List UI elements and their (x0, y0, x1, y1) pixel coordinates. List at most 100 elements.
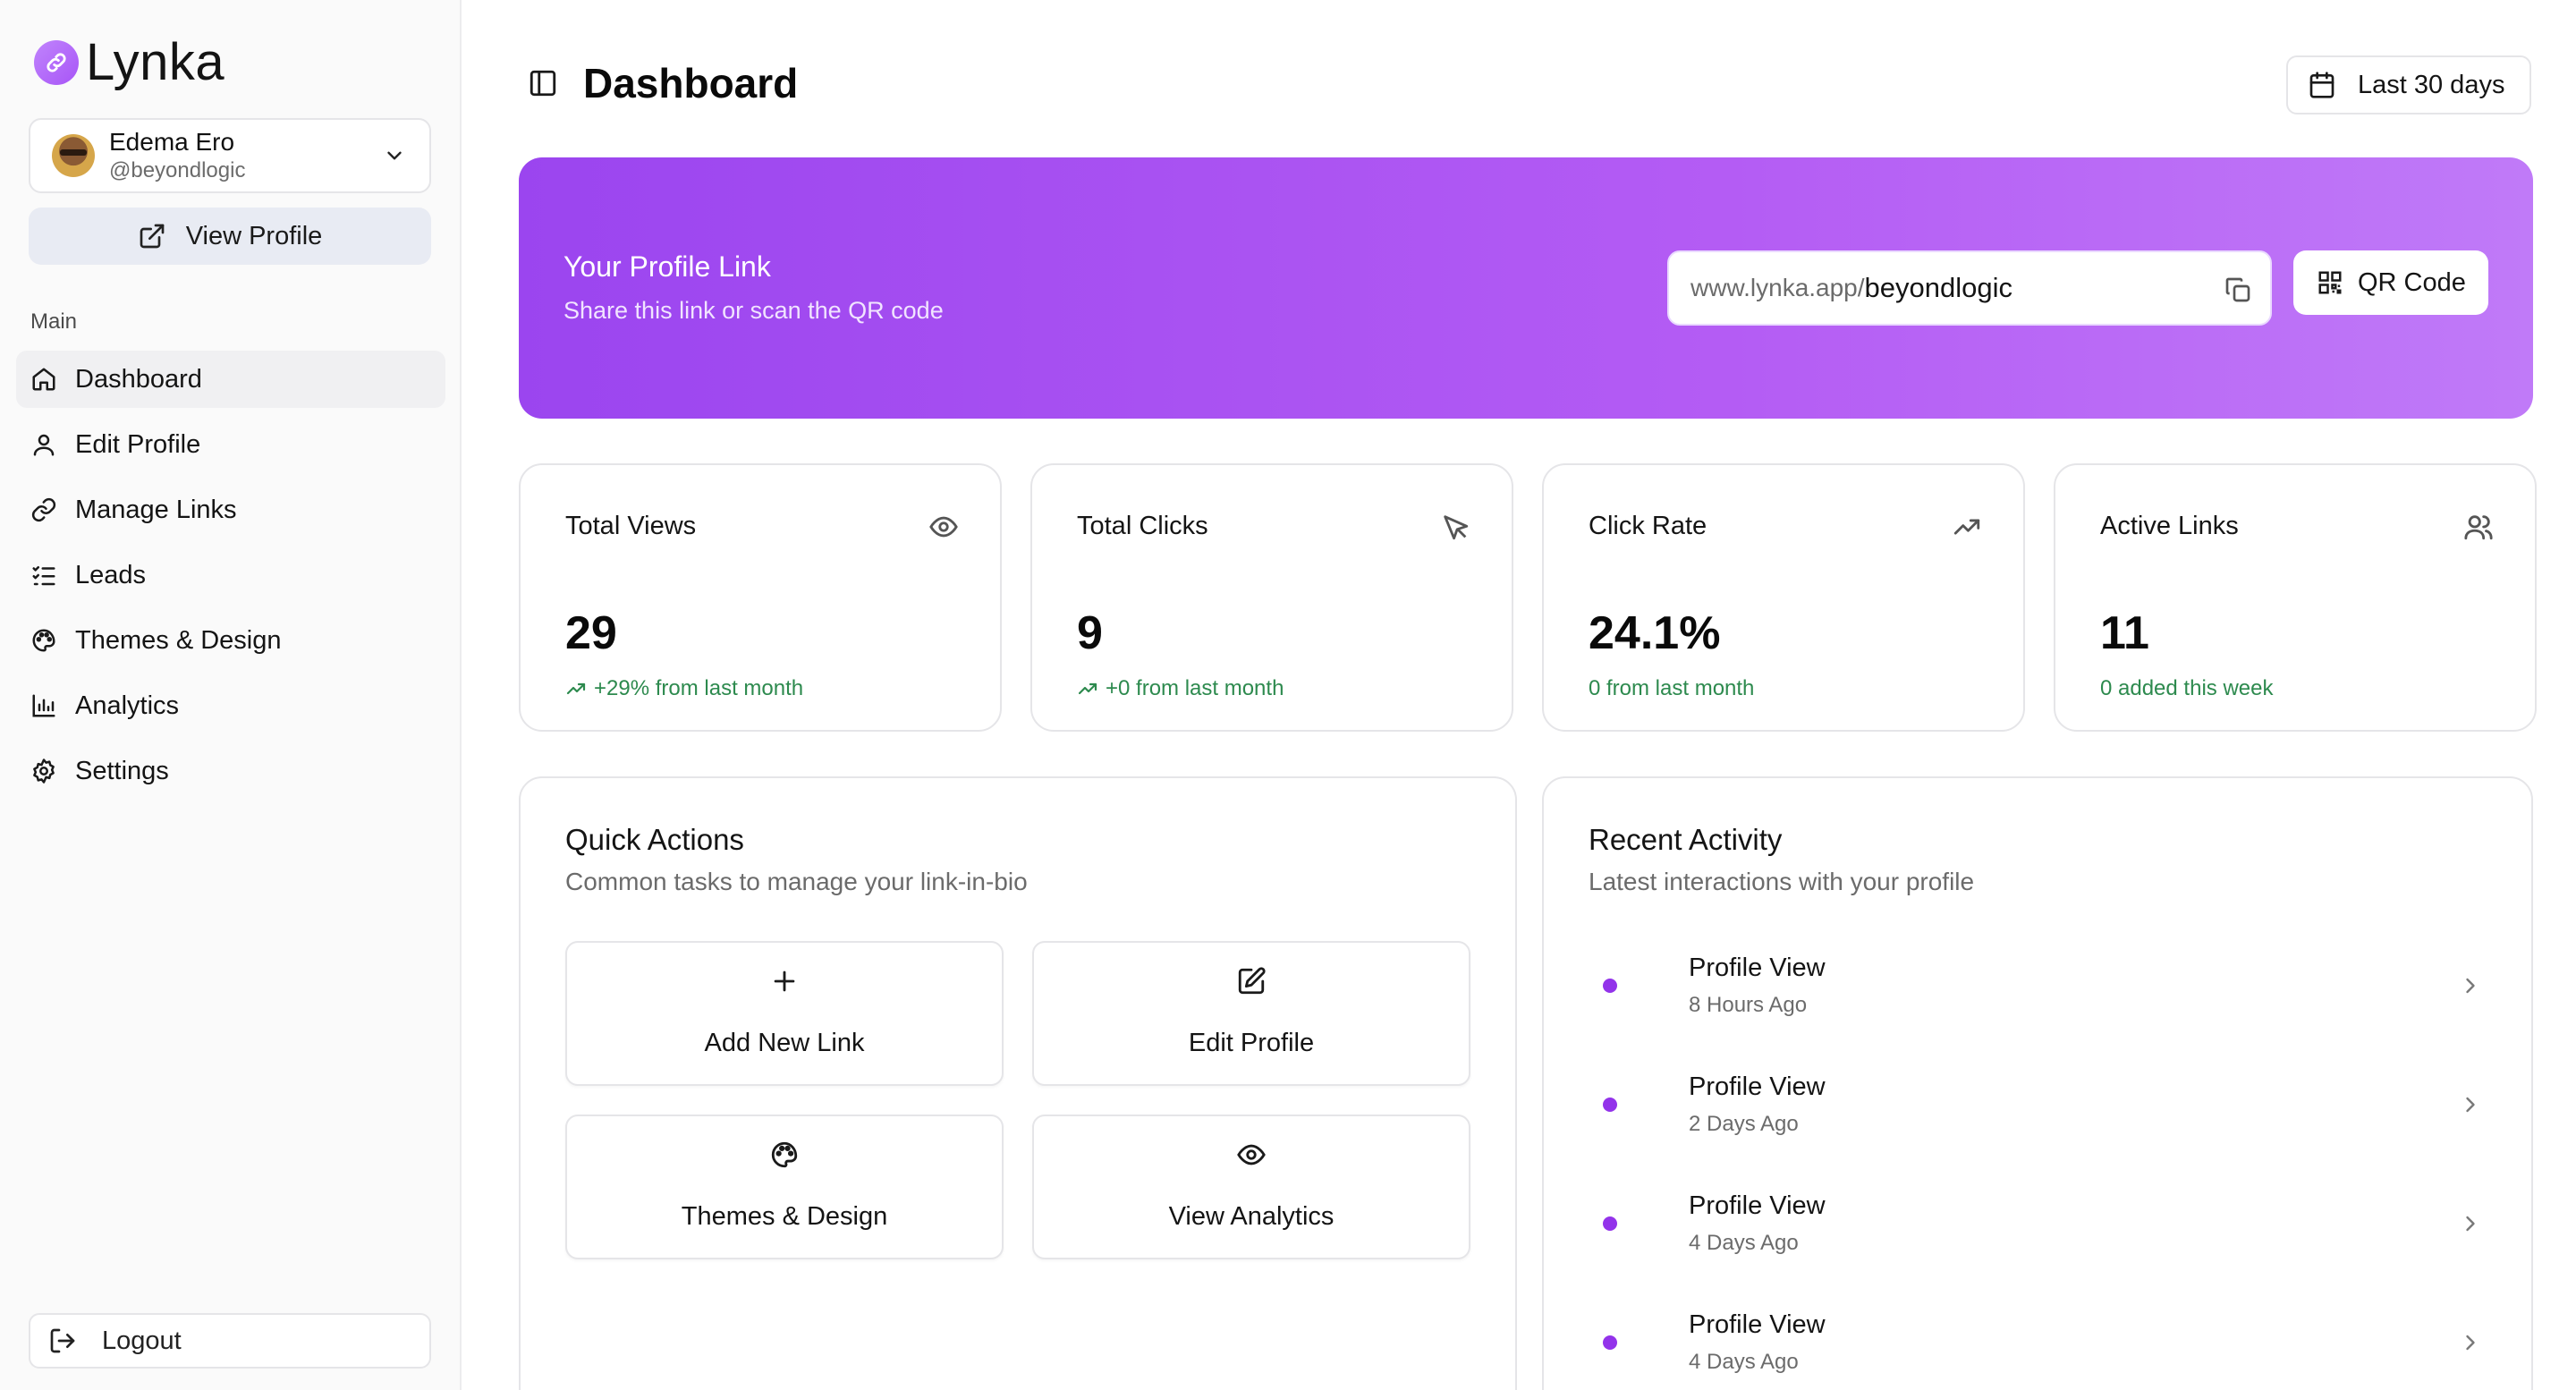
sidebar-item-label: Settings (75, 756, 169, 785)
activity-title: Profile View (1689, 954, 1826, 982)
calendar-icon (2308, 71, 2336, 99)
activity-dot (1603, 1216, 1617, 1231)
chevron-right-icon (2458, 1330, 2483, 1355)
logout-button[interactable]: Logout (29, 1313, 431, 1369)
logout-label: Logout (102, 1326, 182, 1355)
view-analytics-button[interactable]: View Analytics (1032, 1115, 1470, 1259)
link-prefix: www.lynka.app/ (1690, 274, 1865, 301)
activity-time: 8 Hours Ago (1689, 993, 1808, 1017)
panel-title: Recent Activity (1589, 823, 1783, 856)
sidebar-item-label: Edit Profile (75, 429, 201, 459)
trending-up-icon (565, 678, 587, 699)
activity-time: 4 Days Ago (1689, 1350, 1799, 1374)
sidebar-item-label: Manage Links (75, 495, 237, 524)
user-handle: @beyondlogic (109, 158, 246, 182)
qr-code-button[interactable]: QR Code (2293, 250, 2488, 315)
stat-label: Active Links (2100, 512, 2239, 540)
edit-profile-button[interactable]: Edit Profile (1032, 941, 1470, 1086)
gear-icon (29, 756, 59, 786)
user-icon (29, 429, 59, 460)
sidebar-item-themes[interactable]: Themes & Design (16, 612, 445, 669)
sidebar-item-dashboard[interactable]: Dashboard (16, 351, 445, 408)
palette-icon (769, 1140, 800, 1170)
sidebar-item-settings[interactable]: Settings (16, 742, 445, 800)
stat-value: 24.1% (1589, 607, 1721, 659)
panel-title: Quick Actions (565, 823, 744, 856)
bar-chart-icon (29, 691, 59, 721)
action-label: Themes & Design (681, 1202, 888, 1231)
activity-time: 2 Days Ago (1689, 1112, 1799, 1136)
activity-item[interactable]: Profile View 4 Days Ago (1589, 1300, 2492, 1389)
sidebar-item-analytics[interactable]: Analytics (16, 677, 445, 734)
edit-icon (1236, 966, 1267, 996)
activity-item[interactable]: Profile View 4 Days Ago (1589, 1181, 2492, 1270)
action-label: Add New Link (704, 1029, 865, 1057)
banner-subtitle: Share this link or scan the QR code (564, 297, 944, 324)
stat-label: Click Rate (1589, 512, 1707, 540)
sidebar-toggle-icon[interactable] (528, 68, 558, 98)
logout-icon (48, 1326, 77, 1355)
profile-link-field[interactable]: www.lynka.app/beyondlogic (1667, 250, 2272, 326)
date-range-button[interactable]: Last 30 days (2286, 55, 2531, 114)
account-switcher[interactable]: Edema Ero @beyondlogic (29, 118, 431, 193)
sidebar-nav: Dashboard Edit Profile Manage Links Lead… (16, 351, 445, 808)
activity-dot (1603, 1335, 1617, 1350)
chevron-right-icon (2458, 973, 2483, 998)
link-handle: beyondlogic (1864, 272, 2013, 303)
copy-icon[interactable] (2224, 275, 2252, 304)
activity-title: Profile View (1689, 1310, 1826, 1339)
page-title: Dashboard (583, 60, 799, 106)
view-profile-button[interactable]: View Profile (29, 208, 431, 265)
plus-icon (769, 966, 800, 996)
brand[interactable]: Lynka (34, 32, 225, 92)
add-new-link-button[interactable]: Add New Link (565, 941, 1004, 1086)
stat-change-text: +0 from last month (1106, 676, 1284, 700)
sidebar-item-label: Analytics (75, 691, 180, 720)
sidebar-item-edit-profile[interactable]: Edit Profile (16, 416, 445, 473)
recent-activity-panel: Recent Activity Latest interactions with… (1542, 776, 2533, 1390)
stat-label: Total Views (565, 512, 697, 540)
activity-time: 4 Days Ago (1689, 1231, 1799, 1255)
themes-design-button[interactable]: Themes & Design (565, 1115, 1004, 1259)
view-profile-label: View Profile (185, 221, 323, 250)
stat-change: +0 from last month (1077, 676, 1284, 701)
activity-item[interactable]: Profile View 8 Hours Ago (1589, 943, 2492, 1032)
link-icon (29, 495, 59, 525)
home-icon (29, 364, 59, 394)
stat-change: 0 added this week (2100, 676, 2273, 701)
activity-title: Profile View (1689, 1072, 1826, 1101)
users-icon (2463, 512, 2494, 542)
sidebar-item-label: Themes & Design (75, 625, 282, 655)
panel-subtitle: Latest interactions with your profile (1589, 868, 1975, 895)
avatar (52, 134, 95, 177)
eye-icon (928, 512, 959, 542)
stat-label: Total Clicks (1077, 512, 1208, 540)
cursor-icon (1440, 512, 1470, 542)
activity-dot (1603, 1098, 1617, 1112)
palette-icon (29, 625, 59, 656)
stat-change: +29% from last month (565, 676, 803, 701)
stat-value: 9 (1077, 607, 1103, 659)
sidebar-item-label: Leads (75, 560, 147, 589)
sidebar-item-manage-links[interactable]: Manage Links (16, 481, 445, 538)
profile-link-banner: Your Profile Link Share this link or sca… (519, 157, 2533, 419)
stat-value: 11 (2100, 607, 2149, 659)
trending-up-icon (1077, 678, 1098, 699)
stat-change-text: +29% from last month (594, 676, 804, 700)
trending-up-icon (1952, 512, 1982, 542)
chevron-right-icon (2458, 1092, 2483, 1117)
activity-title: Profile View (1689, 1191, 1826, 1220)
sidebar-item-label: Dashboard (75, 364, 202, 394)
date-range-label: Last 30 days (2358, 70, 2505, 99)
sidebar-item-leads[interactable]: Leads (16, 547, 445, 604)
stat-change: 0 from last month (1589, 676, 1754, 701)
activity-item[interactable]: Profile View 2 Days Ago (1589, 1062, 2492, 1151)
user-name: Edema Ero (109, 128, 235, 156)
stat-value: 29 (565, 607, 617, 659)
stat-change-text: 0 from last month (1589, 676, 1755, 700)
stat-card-click-rate: Click Rate 24.1% 0 from last month (1542, 463, 2025, 732)
stat-change-text: 0 added this week (2100, 676, 2274, 700)
quick-actions-panel: Quick Actions Common tasks to manage you… (519, 776, 1517, 1390)
eye-icon (1236, 1140, 1267, 1170)
qr-code-icon (2317, 269, 2343, 296)
